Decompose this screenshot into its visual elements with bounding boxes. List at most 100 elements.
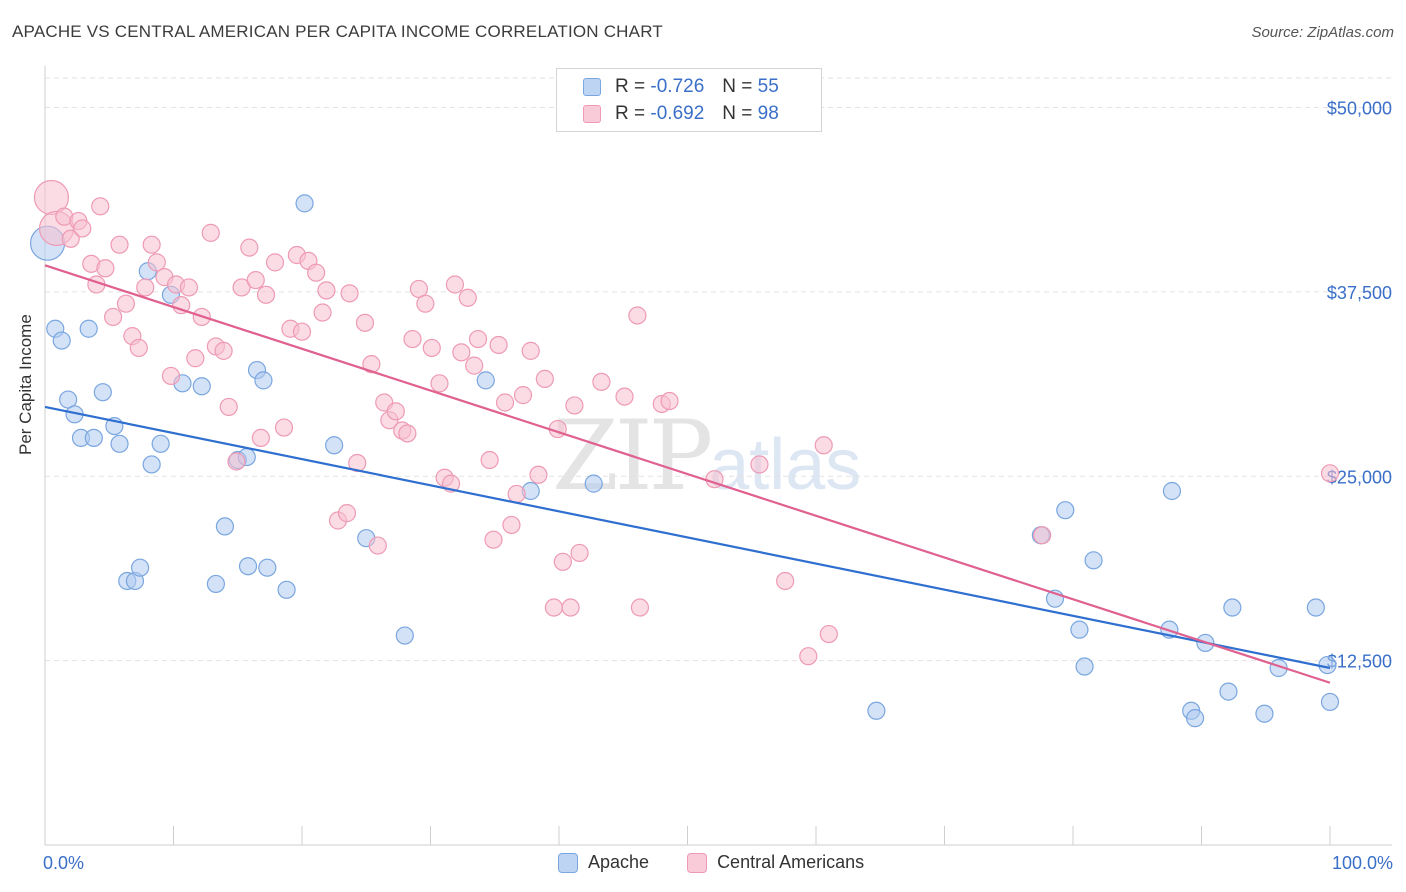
r-value-central: -0.692 xyxy=(650,103,705,124)
central-american-point xyxy=(465,356,484,375)
central-american-point xyxy=(116,294,136,313)
apache-point xyxy=(1320,692,1340,712)
central-american-point xyxy=(136,278,155,297)
chart-title: APACHE VS CENTRAL AMERICAN PER CAPITA IN… xyxy=(12,22,663,41)
legend-row-central: R = -0.692 N = 98 xyxy=(583,102,779,126)
apache-point xyxy=(151,434,170,453)
legend-item-apache[interactable]: Apache xyxy=(558,852,649,873)
apache-point xyxy=(52,331,71,350)
central-american-point xyxy=(776,571,795,591)
r-label: R = xyxy=(615,76,646,97)
central-american-point xyxy=(219,397,238,417)
apache-point xyxy=(206,574,226,594)
central-american-point xyxy=(468,329,488,349)
central-american-point xyxy=(274,418,294,437)
central-american-point xyxy=(660,391,679,411)
central-american-point xyxy=(544,598,563,617)
central-american-point xyxy=(480,450,499,470)
x-tick-label: 100.0% xyxy=(1332,853,1393,873)
central-american-point xyxy=(489,335,508,355)
central-american-point xyxy=(73,219,92,238)
central-american-point xyxy=(565,396,584,415)
apache-point xyxy=(395,626,414,645)
apache-point xyxy=(584,474,603,493)
central-american-point xyxy=(368,536,387,555)
central-american-point xyxy=(458,288,477,307)
central-american-point xyxy=(445,275,465,294)
series-legend: Apache Central Americans xyxy=(558,852,902,873)
central-american-point xyxy=(232,278,251,297)
central-american-point xyxy=(615,387,634,406)
apache-point xyxy=(93,383,112,402)
central-american-point xyxy=(484,530,503,549)
central-american-point xyxy=(630,598,650,617)
x-tick-label: 0.0% xyxy=(43,853,84,873)
central-american-point xyxy=(227,452,246,471)
central-american-point xyxy=(592,372,611,391)
n-label: N = xyxy=(722,76,753,97)
apache-point xyxy=(277,580,296,599)
central-american-point xyxy=(750,455,769,474)
central-american-point xyxy=(246,270,265,290)
central-american-point xyxy=(513,386,533,405)
watermark: ZIPatlas xyxy=(552,400,861,512)
central-american-point xyxy=(256,285,276,304)
apache-point xyxy=(215,517,234,536)
central-american-point xyxy=(799,647,818,666)
n-value-apache: 55 xyxy=(757,76,779,97)
central-american-point xyxy=(240,238,259,257)
central-american-point xyxy=(422,338,441,358)
central-american-point xyxy=(61,229,80,248)
central-american-point xyxy=(317,281,336,300)
y-tick-label: $37,500 xyxy=(1327,283,1392,303)
central-american-point xyxy=(403,329,422,349)
apache-point xyxy=(142,455,161,474)
central-american-point xyxy=(292,322,312,341)
central-american-point xyxy=(529,465,548,484)
apache-point xyxy=(84,428,103,447)
apache-swatch xyxy=(583,78,601,96)
apache-point xyxy=(1070,620,1089,639)
apache-point xyxy=(238,557,258,576)
apache-point xyxy=(1255,704,1274,723)
central-legend-swatch xyxy=(687,852,708,873)
central-american-point xyxy=(161,366,181,386)
apache-point xyxy=(254,371,273,390)
apache-point xyxy=(1223,598,1242,617)
apache-point xyxy=(79,319,98,338)
central-american-point xyxy=(307,263,326,282)
central-american-point xyxy=(398,424,417,443)
apache-trend-line xyxy=(44,405,1331,670)
central-american-point xyxy=(416,294,435,313)
legend-label-central: Central Americans xyxy=(717,852,865,872)
r-value-apache: -0.726 xyxy=(650,76,705,97)
central-american-point xyxy=(502,515,521,535)
central-american-point xyxy=(201,223,220,242)
y-axis-label: Per Capita Income xyxy=(16,314,35,455)
legend-item-central[interactable]: Central Americans xyxy=(687,852,864,873)
central-american-point xyxy=(535,369,554,388)
legend-row-apache: R = -0.726 N = 55 xyxy=(583,75,779,99)
central-american-point xyxy=(355,313,375,332)
apache-point xyxy=(1185,709,1205,728)
central-american-point xyxy=(110,235,129,254)
central-american-point xyxy=(521,341,540,360)
watermark-atlas: atlas xyxy=(709,425,862,505)
central-american-point xyxy=(96,259,115,278)
central-american-point xyxy=(214,341,233,360)
y-tick-label: $25,000 xyxy=(1327,467,1392,487)
correlation-legend: R = -0.726 N = 55 R = -0.692 N = 98 xyxy=(556,68,822,132)
central-american-point xyxy=(561,598,580,617)
n-value-central: 98 xyxy=(757,103,779,124)
central-american-point xyxy=(147,253,166,272)
central-american-point xyxy=(186,349,205,368)
central-american-point xyxy=(819,624,838,644)
central-american-point xyxy=(91,197,110,216)
apache-point xyxy=(110,434,129,453)
central-american-point xyxy=(452,343,471,362)
apache-point xyxy=(1219,682,1238,701)
central-american-point xyxy=(129,338,148,358)
central-american-point xyxy=(337,504,357,523)
apache-point xyxy=(1056,501,1075,520)
